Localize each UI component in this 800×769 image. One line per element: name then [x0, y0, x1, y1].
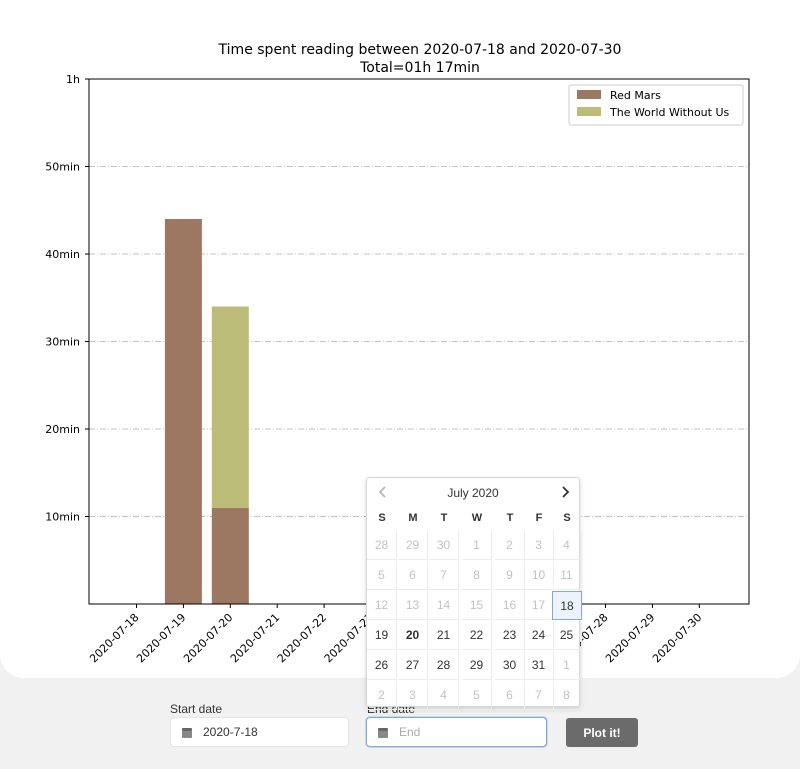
calendar-day[interactable]: 28: [429, 651, 459, 680]
chart-subtitle: Total=01h 17min: [359, 60, 480, 76]
calendar-day: 3: [398, 681, 428, 710]
calendar-day: 6: [495, 681, 525, 710]
calendar-day[interactable]: 23: [495, 621, 525, 650]
end-date-input[interactable]: [399, 725, 519, 739]
end-date-field[interactable]: [366, 717, 547, 747]
datepicker-header: July 2020: [367, 478, 579, 506]
weekday-header: S: [378, 512, 386, 524]
calendar-day: 7: [524, 681, 554, 710]
x-tick-label: 2020-07-29: [603, 611, 657, 665]
reading-time-chart: Time spent reading between 2020-07-18 an…: [45, 42, 750, 665]
legend-label: The World Without Us: [609, 106, 730, 119]
y-tick-label: 40min: [45, 248, 80, 261]
weekday-header: T: [440, 512, 448, 524]
calendar-day: 17: [524, 591, 554, 620]
y-tick-label: 50min: [45, 161, 80, 174]
calendar-day: 10: [524, 561, 554, 590]
bar-0-1: [164, 219, 202, 604]
calendar-day: 1: [552, 651, 582, 680]
calendar-day: 3: [524, 531, 554, 560]
datepicker-month: July 2020: [447, 486, 499, 500]
calendar-day: 14: [429, 591, 459, 620]
y-tick-label: 30min: [45, 336, 80, 349]
calendar-day: 4: [429, 681, 459, 710]
weekday-header: M: [408, 512, 418, 524]
y-tick-label: 1h: [66, 73, 80, 86]
x-tick-label: 2020-07-21: [228, 611, 282, 665]
start-date-label: Start date: [170, 702, 223, 716]
calendar-day: 13: [398, 591, 428, 620]
calendar-day[interactable]: 22: [462, 621, 492, 650]
calendar-day: 5: [462, 681, 492, 710]
legend-swatch: [577, 90, 601, 99]
calendar-day: 1: [462, 531, 492, 560]
x-tick-label: 2020-07-30: [650, 611, 704, 665]
y-tick-label: 20min: [45, 423, 80, 436]
calendar-icon: [378, 727, 388, 738]
calendar-day: 5: [367, 561, 397, 590]
calendar-day[interactable]: 27: [398, 651, 428, 680]
start-date-field[interactable]: 2020-7-18: [170, 717, 349, 747]
calendar-day[interactable]: 31: [524, 651, 554, 680]
bar-1-2: [211, 306, 249, 508]
calendar-day[interactable]: 19: [367, 621, 397, 650]
calendar-day: 29: [398, 531, 428, 560]
calendar-day[interactable]: 20: [398, 621, 428, 650]
chart-legend: Red Mars The World Without Us: [568, 84, 744, 126]
calendar-day: 9: [495, 561, 525, 590]
calendar-icon: [182, 727, 192, 738]
calendar-day: 8: [552, 681, 582, 710]
calendar-day: 8: [462, 561, 492, 590]
calendar-day: 6: [398, 561, 428, 590]
calendar-day: 11: [552, 561, 582, 590]
weekday-header: F: [535, 512, 543, 524]
calendar-day: 30: [429, 531, 459, 560]
y-tick-label: 10min: [45, 511, 80, 524]
x-tick-label: 2020-07-19: [134, 611, 188, 665]
calendar-day: 4: [552, 531, 582, 560]
plot-button[interactable]: Plot it!: [566, 718, 638, 747]
bar-0-2: [211, 507, 249, 604]
calendar-day[interactable]: 30: [495, 651, 525, 680]
calendar-day: 28: [367, 531, 397, 560]
calendar-day: 16: [495, 591, 525, 620]
calendar-day[interactable]: 25: [552, 621, 582, 650]
calendar-day: 2: [495, 531, 525, 560]
legend-swatch: [577, 107, 601, 116]
chart-title: Time spent reading between 2020-07-18 an…: [218, 42, 622, 58]
start-date-value: 2020-7-18: [203, 725, 258, 739]
weekday-header: W: [471, 512, 483, 524]
x-tick-label: 2020-07-18: [87, 611, 141, 665]
calendar-day: 2: [367, 681, 397, 710]
chevron-right-icon[interactable]: [557, 484, 573, 500]
calendar-day: 12: [367, 591, 397, 620]
calendar-day[interactable]: 26: [367, 651, 397, 680]
x-tick-label: 2020-07-20: [181, 611, 235, 665]
weekday-header: S: [563, 512, 571, 524]
calendar-day[interactable]: 21: [429, 621, 459, 650]
calendar-day: 15: [462, 591, 492, 620]
calendar-day: 7: [429, 561, 459, 590]
weekday-header: T: [506, 512, 514, 524]
calendar-day[interactable]: 18: [552, 591, 582, 620]
legend-label: Red Mars: [610, 89, 661, 102]
x-tick-label: 2020-07-22: [275, 611, 329, 665]
chevron-left-icon[interactable]: [375, 484, 391, 500]
calendar-day[interactable]: 29: [462, 651, 492, 680]
calendar-day[interactable]: 24: [524, 621, 554, 650]
